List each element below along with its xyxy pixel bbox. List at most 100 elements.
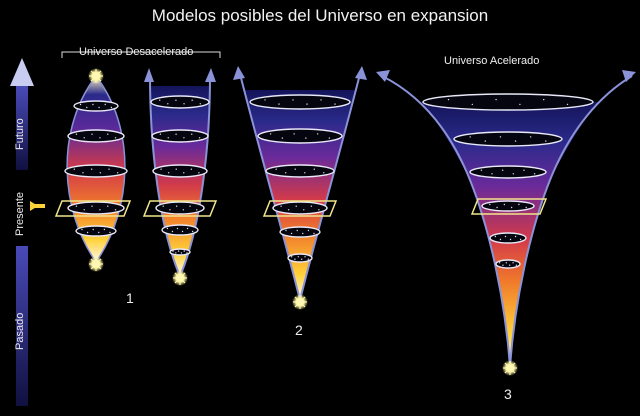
galaxy-dot xyxy=(499,238,502,241)
galaxy-dot xyxy=(79,103,82,106)
galaxy-dot xyxy=(99,209,101,211)
galaxy-dot xyxy=(183,137,185,139)
arrow-line xyxy=(149,75,181,277)
group-label-decelerated: Universo Desacelerado xyxy=(79,46,194,58)
star-icon xyxy=(293,295,307,309)
star-icon xyxy=(173,271,187,285)
galaxy-dot xyxy=(285,229,287,232)
galaxy-dot xyxy=(469,136,471,138)
shell-ring xyxy=(151,129,209,143)
galaxy-dot xyxy=(494,235,497,238)
galaxy-dot xyxy=(519,103,521,106)
shell-ring xyxy=(257,128,343,144)
galaxy-dot xyxy=(508,264,511,266)
model-3-accelerating-universe xyxy=(376,70,636,367)
galaxy-dot xyxy=(280,205,282,207)
shell-ring xyxy=(453,131,563,147)
galaxy-dot xyxy=(75,133,78,135)
galaxy-dot xyxy=(160,168,162,170)
past-bar xyxy=(16,246,28,406)
galaxy-dot xyxy=(328,137,331,139)
galaxy-dot xyxy=(190,168,193,170)
galaxy-dot xyxy=(294,258,296,260)
galaxy-dot xyxy=(323,172,325,174)
star-icon xyxy=(89,69,103,83)
galaxy-dot xyxy=(191,99,193,101)
shell-ring xyxy=(75,225,117,237)
galaxy-dot xyxy=(503,203,506,206)
galaxy-dot xyxy=(162,205,164,207)
galaxy-dot xyxy=(313,168,315,170)
galaxy-dot xyxy=(175,133,177,135)
galaxy-dot xyxy=(278,103,280,105)
galaxy-dot xyxy=(167,103,169,105)
galaxy-dot xyxy=(166,227,169,230)
arrow-line xyxy=(179,75,211,277)
galaxy-dot xyxy=(86,106,88,109)
galaxy-dot xyxy=(181,230,184,233)
galaxy-dot xyxy=(310,205,313,207)
galaxy-dot xyxy=(302,232,304,235)
shell-ring xyxy=(249,94,351,110)
galaxy-dot xyxy=(295,205,297,207)
galaxy-dot xyxy=(107,133,109,135)
galaxy-dot xyxy=(159,133,162,135)
galaxy-dot xyxy=(304,172,306,174)
galaxy-dot xyxy=(82,172,84,174)
galaxy-dot xyxy=(186,252,188,254)
galaxy-dot xyxy=(292,99,294,101)
galaxy-dot xyxy=(114,137,117,139)
galaxy-dot xyxy=(484,140,487,142)
shell-ring xyxy=(169,248,191,256)
arrow-head xyxy=(622,70,636,82)
galaxy-dot xyxy=(495,98,497,101)
galaxy-dot xyxy=(515,264,518,266)
galaxy-dot xyxy=(175,99,177,101)
galaxy-dot xyxy=(304,256,306,258)
galaxy-dot xyxy=(290,232,293,235)
arrow-head xyxy=(355,66,367,80)
galaxy-dot xyxy=(176,227,179,230)
future-bar xyxy=(16,86,28,170)
galaxy-dot xyxy=(502,264,504,266)
shell-ring xyxy=(469,165,547,179)
galaxy-dot xyxy=(504,235,507,238)
shell-ring xyxy=(155,201,205,215)
galaxy-dot xyxy=(523,169,525,171)
star-icon xyxy=(503,361,517,375)
galaxy-dot xyxy=(480,169,483,171)
time-label-past: Pasado xyxy=(14,312,26,350)
shell-ring xyxy=(67,129,125,143)
galaxy-dot xyxy=(316,133,319,135)
page-title: Modelos posibles del Universo en expansi… xyxy=(151,6,489,25)
galaxy-dot xyxy=(320,99,322,101)
galaxy-dot xyxy=(269,133,272,135)
galaxy-dot xyxy=(307,229,310,232)
shell-ring xyxy=(152,164,208,178)
galaxy-dot xyxy=(489,203,491,206)
shell-ring xyxy=(481,200,535,212)
group-label-accelerated: Universo Acelerado xyxy=(444,55,540,67)
galaxy-dot xyxy=(294,168,296,170)
galaxy-dot xyxy=(529,136,532,138)
galaxy-dot xyxy=(183,172,185,174)
galaxy-dot xyxy=(518,203,520,206)
galaxy-dot xyxy=(86,231,89,234)
galaxy-dot xyxy=(98,106,100,109)
galaxy-dot xyxy=(109,231,111,234)
galaxy-dot xyxy=(471,103,473,106)
galaxy-dot xyxy=(505,262,508,264)
galaxy-dot xyxy=(167,172,170,174)
galaxy-dot xyxy=(183,103,185,105)
galaxy-dot xyxy=(183,250,185,252)
galaxy-dot xyxy=(498,262,501,264)
galaxy-dot xyxy=(175,252,177,254)
galaxy-dot xyxy=(496,206,498,209)
galaxy-dot xyxy=(186,227,189,230)
model-number-2: 2 xyxy=(295,322,303,338)
galaxy-dot xyxy=(264,99,266,101)
galaxy-dot xyxy=(306,103,308,105)
galaxy-dot xyxy=(514,235,517,238)
